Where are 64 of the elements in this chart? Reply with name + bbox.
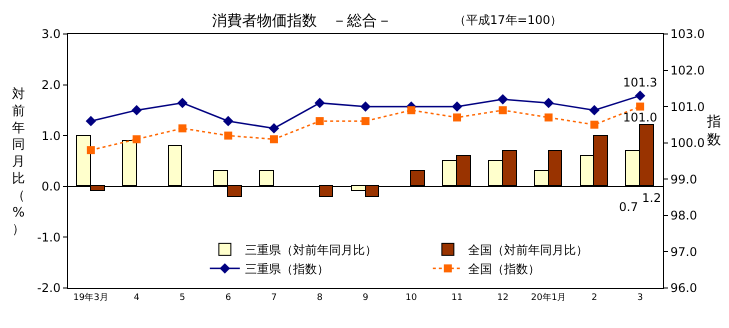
y-tick-label: -2.0	[37, 281, 61, 296]
x-tick-label: 9	[362, 292, 369, 303]
data-label: 101.0	[622, 110, 658, 125]
x-tick-label: 2	[591, 292, 598, 303]
point	[314, 98, 325, 108]
point	[452, 101, 462, 112]
point	[636, 102, 644, 111]
point	[270, 135, 278, 144]
point	[316, 117, 324, 126]
y2-tick-label: 96.0	[670, 281, 698, 296]
point	[453, 113, 462, 122]
point	[177, 98, 188, 108]
point	[634, 90, 646, 101]
point	[224, 132, 232, 140]
x-tick-label: 7	[271, 292, 277, 303]
legend-label: 三重県（対前年同月比）	[244, 243, 377, 258]
text: 対前年同月比（%）	[12, 87, 25, 238]
x-tick-label: 5	[180, 292, 186, 303]
point	[178, 124, 186, 132]
data-label: 101.3	[622, 76, 658, 90]
y2-tick-label: 102.0	[670, 63, 705, 78]
legend-label: 全国（対前年同月比）	[468, 243, 588, 258]
point	[86, 116, 96, 126]
legend-label: 三重県（指数）	[244, 262, 329, 276]
x-tick-label: 8	[316, 292, 323, 303]
chart-title: 消費者物価指数 －総合－	[212, 11, 392, 30]
x-tick-label: 20年1月	[530, 292, 566, 303]
chart-subtitle: （平成17年=100）	[454, 13, 562, 27]
y2-axis-title: 指数	[706, 114, 721, 148]
x-tick-label: 3	[637, 292, 643, 303]
x-tick-label: 12	[497, 292, 509, 303]
point	[131, 105, 142, 116]
y-tick-label: 1.0	[42, 128, 61, 143]
point	[360, 101, 371, 112]
point	[498, 94, 508, 105]
legend-label: 全国（指数）	[468, 262, 540, 276]
point	[407, 106, 416, 114]
point	[498, 106, 507, 114]
y2-tick-label: 101.0	[670, 100, 705, 114]
x-tick-label: 19年3月	[73, 292, 108, 303]
y2-tick-label: 97.0	[670, 244, 698, 259]
y-tick-label: 2.0	[42, 78, 61, 92]
y-tick-label: 0.0	[42, 180, 61, 194]
y-tick-label: 3.0	[42, 27, 61, 42]
point	[589, 105, 600, 116]
point	[544, 113, 553, 122]
data-label: 1.2	[642, 191, 662, 205]
x-tick-label: 11	[451, 292, 463, 303]
y2-tick-label: 100.0	[670, 136, 705, 150]
point	[362, 117, 370, 126]
point	[268, 123, 280, 134]
point	[86, 146, 95, 154]
x-tick-label: 10	[406, 292, 418, 303]
point	[222, 116, 234, 126]
y2-tick-label: 99.0	[670, 172, 698, 186]
x-tick-label: 6	[225, 292, 232, 303]
point	[590, 120, 598, 129]
point	[543, 98, 554, 108]
y2-tick-label: 103.0	[670, 27, 705, 42]
y-tick-label: -1.0	[37, 230, 61, 244]
point	[132, 135, 141, 144]
x-tick-label: 4	[134, 292, 140, 303]
y2-tick-label: 98.0	[670, 208, 698, 223]
data-label: 0.7	[619, 200, 638, 214]
